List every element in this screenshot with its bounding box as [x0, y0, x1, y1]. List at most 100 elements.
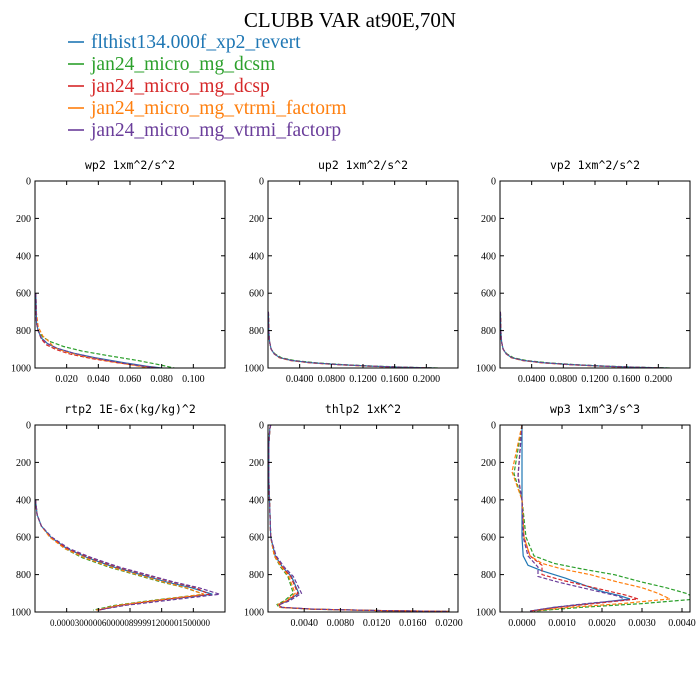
panel-title: vp2 1xm^2/s^2: [550, 158, 640, 172]
y-tick-label: 1000: [11, 364, 31, 375]
x-tick-label: 0.0000300000600000899991200001500000: [50, 619, 210, 629]
y-tick-label: 0: [26, 421, 31, 432]
x-tick-label: 0.0160: [399, 618, 427, 629]
y-tick-label: 800: [481, 570, 496, 581]
y-tick-label: 400: [481, 251, 496, 262]
legend-label: jan24_micro_mg_dcsp: [90, 76, 270, 97]
legend-label: flthist134.000f_xp2_revert: [91, 32, 301, 53]
series-group: [268, 311, 439, 368]
x-tick-label: 0.2000: [645, 374, 673, 385]
x-tick-label: 0.2000: [413, 374, 441, 385]
y-tick-label: 200: [481, 214, 496, 225]
x-tick-label: 0.0080: [327, 618, 355, 629]
y-tick-label: 1000: [476, 364, 496, 375]
x-tick-label: 0.0200: [435, 618, 463, 629]
y-tick-label: 200: [249, 214, 264, 225]
y-tick-label: 400: [481, 495, 496, 506]
x-tick-label: 0.0400: [518, 374, 546, 385]
x-tick-label: 0.040: [87, 374, 110, 385]
x-tick-label: 0.0030: [628, 618, 656, 629]
series-line: [268, 425, 449, 612]
series-line: [268, 311, 435, 368]
y-tick-label: 1000: [244, 608, 264, 619]
series-line: [35, 499, 205, 611]
y-tick-label: 1000: [244, 364, 264, 375]
y-tick-label: 600: [481, 289, 496, 300]
series-group: [268, 425, 449, 612]
chart-panel: wp2 1xm^2/s^2 0 200 400 600 800 1000 0.020 0.040…: [11, 158, 226, 385]
series-line: [35, 293, 159, 368]
series-group: [35, 293, 175, 368]
y-tick-label: 800: [249, 326, 264, 337]
chart-panel: thlp2 1xK^2 0 200 400 600 800 1000 0.0040 0.0080…: [244, 402, 463, 629]
y-tick-label: 800: [16, 570, 31, 581]
y-tick-label: 400: [249, 495, 264, 506]
panels-grid: wp2 1xm^2/s^2 0 200 400 600 800 1000 0.020 0.040…: [11, 158, 696, 629]
series-line: [500, 311, 667, 368]
y-tick-label: 400: [249, 251, 264, 262]
x-tick-label: 0.0800: [318, 374, 346, 385]
x-tick-label: 0.060: [119, 374, 142, 385]
series-group: [511, 425, 690, 612]
y-tick-label: 0: [491, 177, 496, 188]
legend-label: jan24_micro_mg_vtrmi_factorm: [90, 98, 347, 119]
y-tick-label: 0: [26, 177, 31, 188]
y-tick-label: 600: [16, 533, 31, 544]
y-tick-label: 400: [16, 495, 31, 506]
plot-frame: [499, 424, 691, 613]
x-tick-label: 0.0040: [290, 618, 318, 629]
y-tick-label: 0: [491, 421, 496, 432]
series-line: [35, 499, 220, 611]
y-tick-label: 600: [249, 533, 264, 544]
x-tick-label: 0.1200: [349, 374, 377, 385]
x-tick-label: 0.0800: [550, 374, 578, 385]
x-tick-label: 0.100: [182, 374, 205, 385]
y-tick-label: 1000: [476, 608, 496, 619]
legend: flthist134.000f_xp2_revertjan24_micro_mg…: [68, 32, 347, 141]
panel-title: wp3 1xm^3/s^3: [550, 402, 640, 416]
chart-panel: up2 1xm^2/s^2 0 200 400 600 800 1000 0.0400 0.08…: [244, 158, 459, 385]
y-tick-label: 200: [16, 458, 31, 469]
chart-panel: vp2 1xm^2/s^2 0 200 400 600 800 1000 0.0400 0.08…: [476, 158, 691, 385]
legend-label: jan24_micro_mg_vtrmi_factorp: [90, 120, 341, 141]
y-tick-label: 400: [16, 251, 31, 262]
x-tick-label: 0.0000: [508, 618, 536, 629]
x-tick-label: 0.1200: [581, 374, 609, 385]
y-tick-label: 800: [481, 326, 496, 337]
x-tick-label: 0.0020: [588, 618, 616, 629]
y-tick-label: 1000: [11, 608, 31, 619]
panel-title: wp2 1xm^2/s^2: [85, 158, 175, 172]
panel-title: up2 1xm^2/s^2: [318, 158, 408, 172]
y-tick-label: 600: [16, 289, 31, 300]
series-line: [513, 425, 690, 612]
series-group: [500, 311, 671, 368]
y-tick-label: 200: [481, 458, 496, 469]
y-tick-label: 600: [249, 289, 264, 300]
series-group: [35, 499, 220, 611]
x-tick-label: 0.080: [150, 374, 173, 385]
x-tick-label: 0.0120: [363, 618, 391, 629]
series-line: [517, 425, 629, 612]
y-tick-label: 0: [259, 177, 264, 188]
y-tick-label: 800: [249, 570, 264, 581]
y-tick-label: 200: [249, 458, 264, 469]
figure-title: CLUBB VAR at90E,70N: [244, 8, 456, 32]
legend-label: jan24_micro_mg_dcsm: [90, 54, 275, 75]
plot-frame: [267, 424, 459, 613]
chart-panel: wp3 1xm^3/s^3 0 200 400 600 800 1000 0.0000 0.00…: [476, 402, 696, 629]
series-line: [35, 293, 175, 368]
chart-panel: rtp2 1E-6x(kg/kg)^2 0 200 400 600 800 1000 0.00…: [11, 402, 226, 629]
y-tick-label: 600: [481, 533, 496, 544]
x-tick-label: 0.020: [55, 374, 78, 385]
y-tick-label: 200: [16, 214, 31, 225]
x-tick-label: 0.0010: [548, 618, 576, 629]
panel-title: rtp2 1E-6x(kg/kg)^2: [64, 402, 196, 416]
x-tick-label: 0.0040: [668, 618, 696, 629]
x-tick-label: 0.0400: [286, 374, 314, 385]
x-tick-label: 0.1600: [381, 374, 409, 385]
x-tick-label: 0.1600: [613, 374, 641, 385]
y-tick-label: 0: [259, 421, 264, 432]
panel-title: thlp2 1xK^2: [325, 402, 401, 416]
